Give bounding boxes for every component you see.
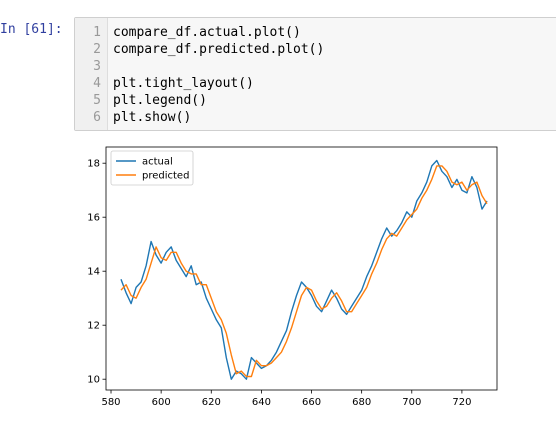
y-tick-label: 14 — [87, 267, 100, 278]
legend-label-actual: actual — [142, 157, 173, 168]
x-tick-label: 640 — [252, 397, 271, 408]
code-line[interactable]: plt.show() — [113, 110, 192, 125]
legend-box — [110, 150, 194, 186]
code-line[interactable]: compare_df.actual.plot() — [113, 25, 301, 40]
axes-frame — [105, 146, 498, 391]
y-tick-label: 16 — [87, 213, 100, 224]
x-tick-label: 720 — [452, 397, 471, 408]
x-tick-label: 680 — [352, 397, 371, 408]
line-number: 3 — [93, 59, 101, 74]
line-number: 6 — [93, 110, 101, 125]
x-tick-label: 600 — [152, 397, 171, 408]
legend-label-predicted: predicted — [142, 171, 189, 182]
y-tick-label: 10 — [87, 375, 100, 386]
x-tick-label: 700 — [402, 397, 421, 408]
line-number: 5 — [93, 93, 101, 108]
input-prompt: In [61]: — [0, 22, 63, 37]
y-tick-label: 18 — [87, 159, 100, 170]
line-chart: 580 600 620 640 660 680 700 720 10 12 14 16 18 actual… — [87, 146, 498, 408]
y-tick-label: 12 — [87, 321, 100, 332]
line-number-gutter — [75, 18, 108, 130]
series-line-actual — [120, 159, 488, 380]
code-line[interactable]: compare_df.predicted.plot() — [113, 42, 325, 57]
x-tick-label: 580 — [101, 397, 120, 408]
line-number: 1 — [93, 25, 101, 40]
series-line-predicted — [120, 165, 488, 378]
code-cell[interactable]: 1 compare_df.actual.plot() 2 compare_df.… — [74, 17, 556, 131]
output-plot: 580 600 620 640 660 680 700 720 10 12 14 16 18 actual… — [78, 140, 508, 419]
code-line[interactable]: plt.legend() — [113, 93, 207, 108]
code-line[interactable]: plt.tight_layout() — [113, 76, 254, 91]
line-number: 4 — [93, 76, 101, 91]
x-tick-label: 660 — [302, 397, 321, 408]
x-tick-label: 620 — [202, 397, 221, 408]
line-number: 2 — [93, 42, 101, 57]
